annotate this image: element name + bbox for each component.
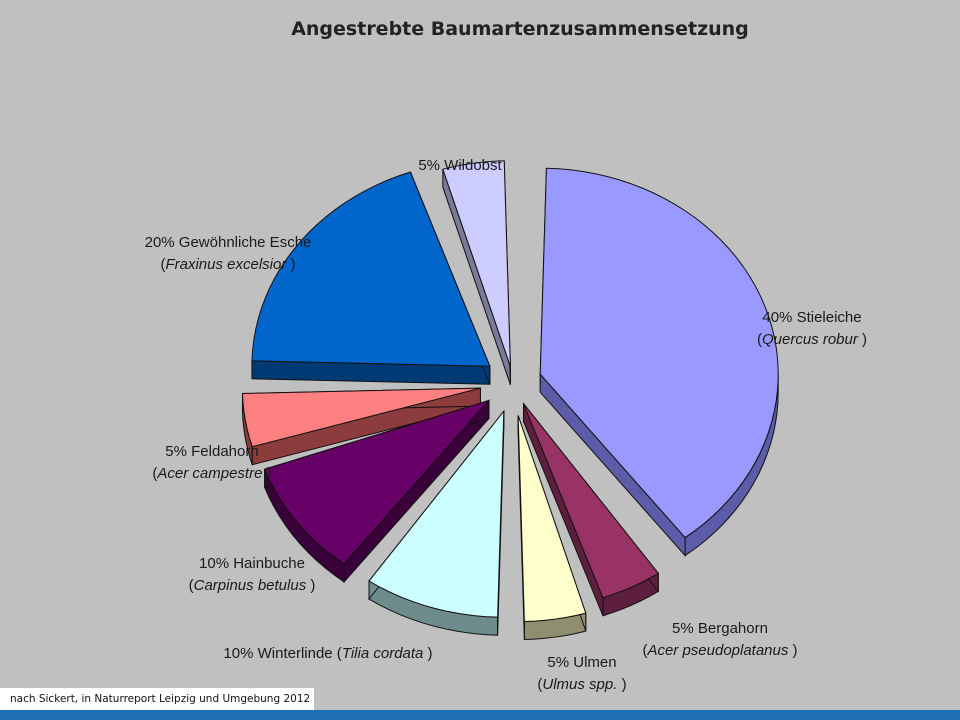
slice-ulmen (517, 415, 587, 623)
slice-label-wildobst: 5% Wildobst (418, 157, 502, 174)
slice-latin-ulmen: (Ulmus spp. ) (537, 676, 626, 693)
slice-feldahorn (241, 387, 481, 448)
source-note: nach Sickert, in Naturreport Leipzig und… (0, 688, 314, 710)
slice-label-ulmen: 5% Ulmen (547, 654, 616, 671)
slice-latin-hainbuche: (Carpinus betulus ) (189, 577, 316, 594)
slice-latin-winterlinde: Tilia cordata (342, 645, 424, 662)
slice-winterlinde (368, 409, 505, 618)
slice-gewöhnliche-esche (251, 171, 491, 367)
slice-label-gewöhnliche-esche: 20% Gewöhnliche Esche (145, 234, 312, 251)
slice-label-feldahorn: 5% Feldahorn (165, 443, 258, 460)
slice-hainbuche (263, 399, 491, 565)
slice-label-bergahorn: 5% Bergahorn (672, 620, 768, 637)
slice-wildobst (442, 160, 511, 367)
footer-bar (0, 710, 960, 720)
slice-stieleiche (539, 167, 779, 539)
slice-label-stieleiche: 40% Stieleiche (762, 309, 861, 326)
slice-latin-stieleiche: (Quercus robur ) (757, 331, 867, 348)
chart-title: Angestrebte Baumartenzusammensetzung (291, 18, 749, 40)
slice-latin-feldahorn: (Acer campestre ) (152, 465, 271, 482)
slice-bergahorn (523, 403, 660, 599)
slice-latin-bergahorn: (Acer pseudoplatanus ) (642, 642, 797, 659)
slice-label-hainbuche: 10% Hainbuche (199, 555, 305, 572)
slice-latin-gewöhnliche-esche: (Fraxinus excelsior ) (160, 256, 295, 273)
slice-label-winterlinde: 10% Winterlinde (Tilia cordata ) (223, 645, 432, 662)
